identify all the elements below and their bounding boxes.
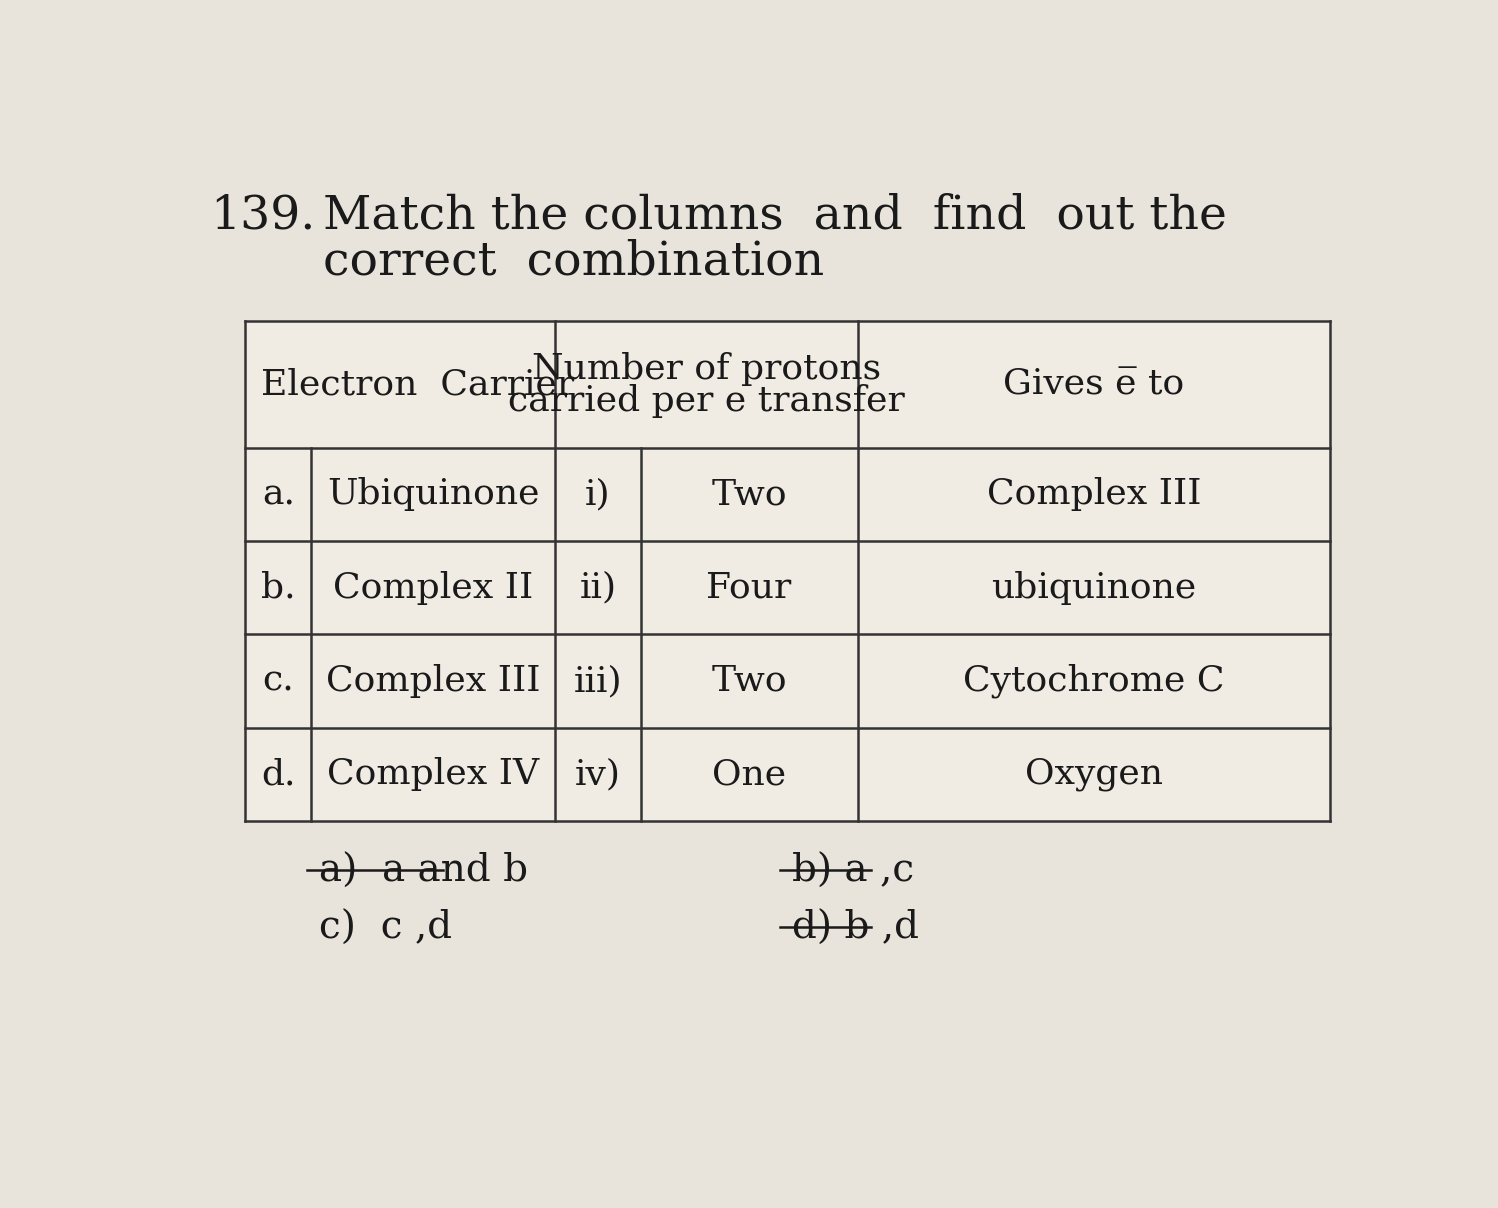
Text: iii): iii)	[574, 664, 622, 698]
Text: Oxygen: Oxygen	[1025, 757, 1162, 791]
Bar	[246, 320, 1330, 821]
Text: b.: b.	[261, 570, 295, 605]
Text: Match the columns  and  find  out the: Match the columns and find out the	[324, 193, 1227, 239]
Text: Complex III: Complex III	[327, 664, 541, 698]
Text: iv): iv)	[575, 757, 622, 791]
Text: a)  a and b: a) a and b	[319, 853, 527, 889]
Text: i): i)	[586, 477, 611, 511]
Text: Four: Four	[707, 570, 792, 605]
Text: Complex III: Complex III	[987, 477, 1201, 511]
Text: carried per e transfer: carried per e transfer	[508, 384, 905, 418]
Text: c.: c.	[262, 664, 294, 698]
Text: correct  combination: correct combination	[324, 239, 824, 285]
Text: Complex IV: Complex IV	[327, 757, 539, 791]
Text: Two: Two	[712, 477, 786, 511]
Text: Gives e̅ to: Gives e̅ to	[1004, 367, 1185, 401]
Text: c)  c ,d: c) c ,d	[319, 911, 452, 947]
Text: b) a ,c: b) a ,c	[792, 853, 914, 889]
Text: Number of protons: Number of protons	[532, 352, 881, 385]
Text: Two: Two	[712, 664, 786, 698]
Text: d.: d.	[261, 757, 295, 791]
Text: a.: a.	[262, 477, 295, 511]
Text: Cytochrome C: Cytochrome C	[963, 663, 1225, 698]
Text: One: One	[712, 757, 786, 791]
Text: ii): ii)	[580, 570, 617, 605]
Text: ubiquinone: ubiquinone	[992, 570, 1197, 605]
Text: Ubiquinone: Ubiquinone	[327, 477, 539, 511]
Text: Electron  Carrier: Electron Carrier	[261, 367, 574, 401]
Text: 139.: 139.	[211, 193, 316, 239]
Text: d) b ,d: d) b ,d	[792, 911, 918, 947]
Text: Complex II: Complex II	[333, 570, 533, 605]
